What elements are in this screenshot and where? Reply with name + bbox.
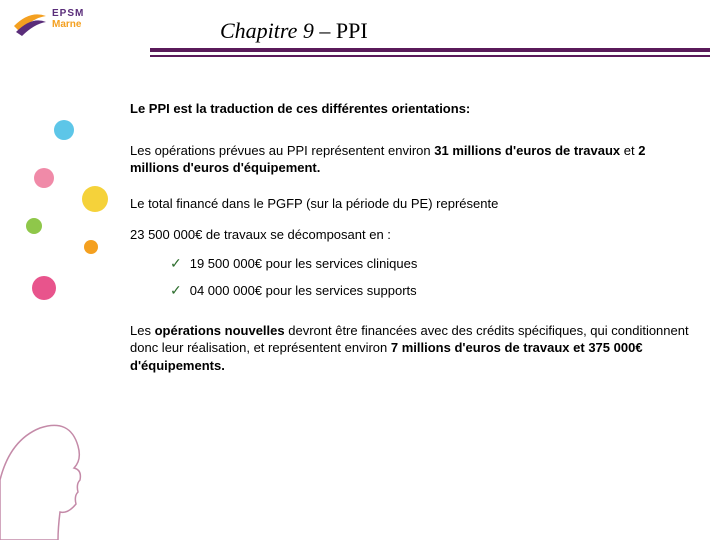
decor-dot	[32, 276, 56, 300]
logo-line2: Marne	[52, 19, 84, 30]
title-rest: – PPI	[314, 18, 368, 43]
title-underline-thin	[150, 55, 710, 57]
paragraph-3: 23 500 000€ de travaux se décomposant en…	[130, 226, 690, 244]
decor-dot	[34, 168, 54, 188]
logo: EPSM Marne	[12, 8, 84, 38]
logo-line1: EPSM	[52, 8, 84, 19]
bullet-item: ✓ 04 000 000€ pour les services supports	[170, 281, 690, 300]
paragraph-2: Le total financé dans le PGFP (sur la pé…	[130, 195, 690, 213]
p1-c: et	[620, 143, 638, 158]
logo-swoosh-icon	[12, 8, 48, 38]
bullet-list: ✓ 19 500 000€ pour les services cliniques…	[170, 254, 690, 300]
decor-dot	[82, 186, 108, 212]
title-italic: Chapitre 9	[220, 18, 314, 43]
decor-dot	[54, 120, 74, 140]
chapter-title: Chapitre 9 – PPI	[220, 18, 368, 44]
decor-dot	[26, 218, 42, 234]
head-silhouette	[0, 410, 110, 540]
decor-dot	[84, 240, 98, 254]
bullet-text: 04 000 000€ pour les services supports	[190, 282, 417, 300]
p4-a: Les	[130, 323, 155, 338]
check-icon: ✓	[170, 281, 182, 300]
paragraph-4: Les opérations nouvelles devront être fi…	[130, 322, 690, 375]
check-icon: ✓	[170, 254, 182, 273]
bullet-item: ✓ 19 500 000€ pour les services cliniques	[170, 254, 690, 273]
slide-content: Le PPI est la traduction de ces différen…	[130, 100, 690, 392]
title-underline-thick	[150, 48, 710, 52]
bullet-text: 19 500 000€ pour les services cliniques	[190, 255, 418, 273]
content-heading: Le PPI est la traduction de ces différen…	[130, 100, 690, 118]
p1-b: 31 millions d'euros de travaux	[434, 143, 620, 158]
logo-text: EPSM Marne	[52, 8, 84, 30]
decorative-dots	[20, 120, 120, 340]
p1-a: Les opérations prévues au PPI représente…	[130, 143, 434, 158]
paragraph-1: Les opérations prévues au PPI représente…	[130, 142, 690, 177]
p4-b: opérations nouvelles	[155, 323, 285, 338]
